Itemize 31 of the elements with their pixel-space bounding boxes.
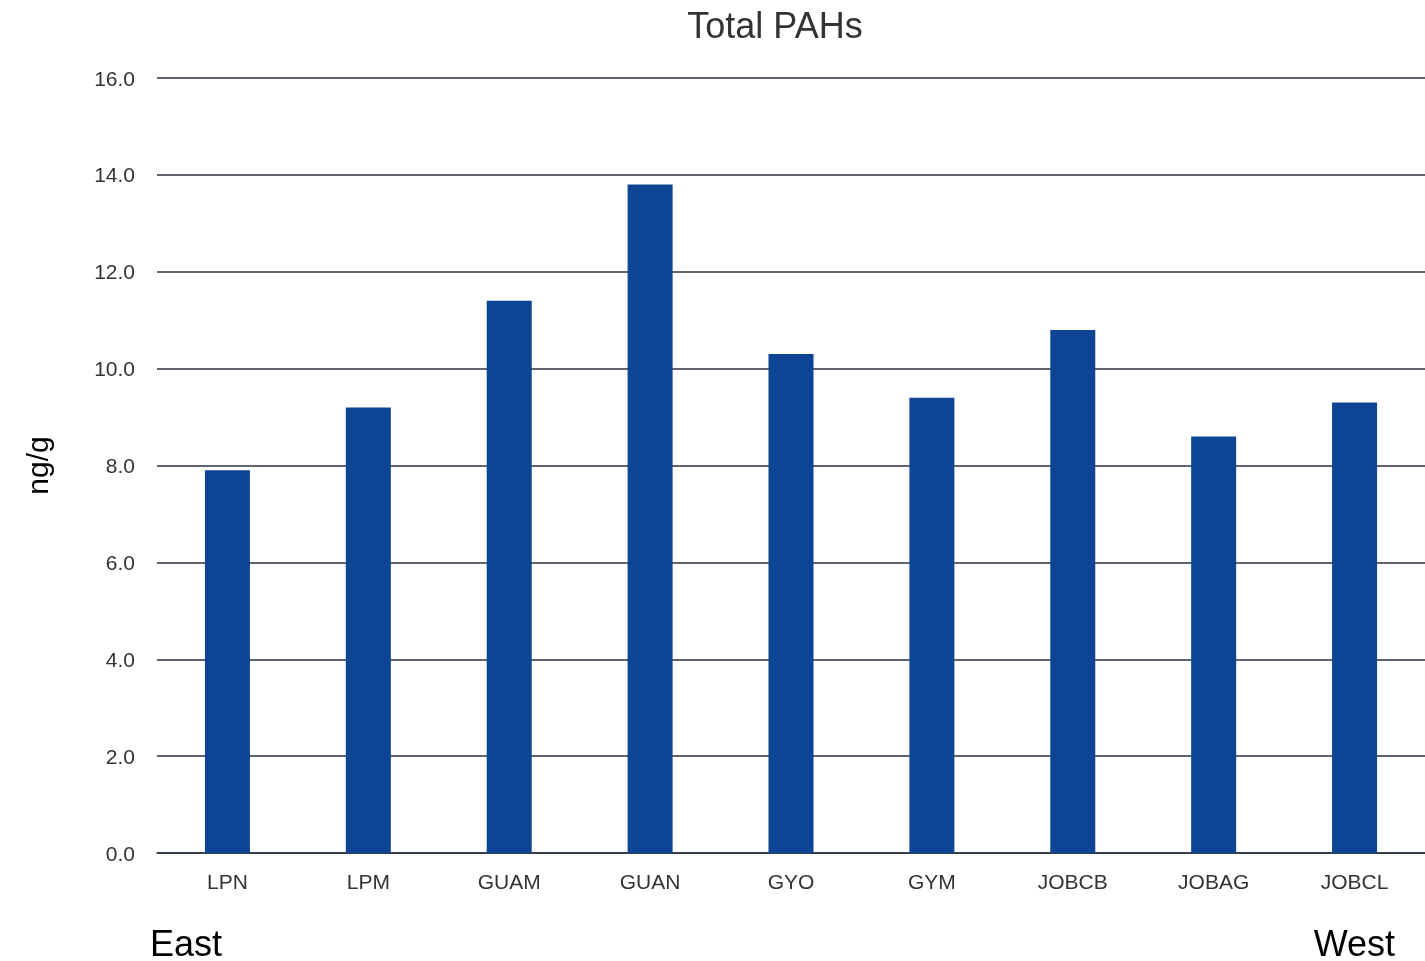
- bar: [1332, 402, 1378, 853]
- bar: [345, 407, 391, 853]
- bar: [204, 470, 250, 853]
- y-tick-label: 12.0: [94, 260, 135, 284]
- x-tick-label: GYO: [767, 870, 815, 893]
- x-tick-label: JOBCB: [1037, 870, 1108, 893]
- y-tick-label: 0.0: [105, 841, 135, 865]
- y-axis-title: ng/g: [20, 436, 54, 495]
- bar: [768, 354, 814, 853]
- bar: [909, 397, 955, 853]
- bar: [1050, 329, 1096, 853]
- x-tick-label: LPM: [346, 870, 390, 893]
- bar: [1191, 436, 1237, 853]
- bar: [627, 184, 673, 853]
- y-tick-label: 8.0: [105, 454, 135, 477]
- x-tick-label: LPN: [207, 870, 248, 893]
- y-tick-label: 6.0: [105, 550, 135, 574]
- chart-title: Total PAHs: [687, 4, 863, 46]
- x-tick-label: GUAN: [619, 870, 681, 893]
- y-tick-label: 14.0: [94, 163, 135, 187]
- y-tick-label: 4.0: [105, 647, 135, 671]
- text: East: [150, 922, 223, 961]
- text: West: [1313, 922, 1396, 961]
- x-tick-label: GYM: [907, 870, 956, 893]
- bar: [486, 300, 532, 853]
- y-tick-label: 2.0: [105, 744, 135, 768]
- y-tick-label: 16.0: [94, 66, 135, 90]
- x-tick-label: JOBCL: [1320, 870, 1389, 893]
- x-tick-label: GUAM: [477, 870, 541, 893]
- x-tick-label: JOBAG: [1178, 870, 1250, 893]
- y-tick-label: 10.0: [94, 357, 135, 381]
